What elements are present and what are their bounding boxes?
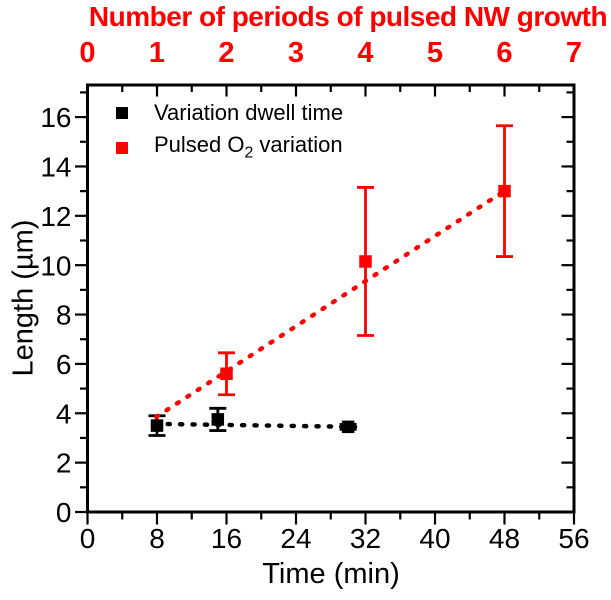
y-tick-label: 0 <box>56 497 72 528</box>
x-tick-label: 8 <box>149 523 165 554</box>
y-tick-label: 16 <box>40 102 71 133</box>
red-square-marker-icon <box>116 141 128 154</box>
top-tick-label: 3 <box>288 37 304 69</box>
top-tick-label: 0 <box>79 37 95 69</box>
y-tick-label: 2 <box>56 448 72 479</box>
y-axis-title: Length (µm) <box>7 219 40 377</box>
x-tick-label: 0 <box>80 523 96 554</box>
top-axis-title: Number of periods of pulsed NW growth <box>88 1 608 32</box>
top-tick-label: 1 <box>149 37 165 69</box>
y-tick-label: 6 <box>56 349 72 380</box>
y-tick-label: 12 <box>40 201 71 232</box>
trend-line <box>153 186 511 420</box>
top-tick-label: 5 <box>427 37 443 69</box>
top-tick-label: 7 <box>566 37 582 69</box>
top-tick-label: 4 <box>357 37 373 69</box>
legend-item-variation-dwell-time: Variation dwell time <box>116 95 343 130</box>
top-tick-label: 6 <box>496 37 512 69</box>
data-point-marker <box>211 413 225 426</box>
black-square-marker-icon <box>116 106 128 119</box>
data-point-marker <box>341 420 355 434</box>
data-point-marker <box>359 255 372 268</box>
y-tick-label: 8 <box>56 300 72 331</box>
data-point-marker <box>220 367 233 381</box>
x-tick-label: 40 <box>419 523 450 554</box>
trend-line <box>153 421 358 430</box>
legend-label: Pulsed O2 variation <box>154 132 343 162</box>
x-tick-label: 32 <box>350 523 381 554</box>
legend-label: Variation dwell time <box>154 99 344 125</box>
top-tick-label: 2 <box>218 37 234 69</box>
series-variation-dwell-time <box>148 406 358 437</box>
x-axis-title: Time (min) <box>262 558 400 590</box>
y-tick-label: 4 <box>56 398 72 429</box>
x-tick-label: 48 <box>489 523 520 554</box>
x-tick-label: 16 <box>211 523 242 554</box>
legend-item-pulsed-o2-variation: Pulsed O2 variation <box>116 130 343 165</box>
x-tick-label: 24 <box>280 523 311 554</box>
x-tick-label: 56 <box>558 523 589 554</box>
data-point-marker <box>150 419 164 432</box>
data-point-marker <box>498 184 511 198</box>
plot-frame <box>86 83 576 514</box>
series-pulsed-o2-variation <box>153 124 513 420</box>
y-tick-label: 14 <box>40 152 71 183</box>
legend: Variation dwell time Pulsed O2 variation <box>116 95 343 165</box>
y-tick-label: 10 <box>40 250 71 281</box>
